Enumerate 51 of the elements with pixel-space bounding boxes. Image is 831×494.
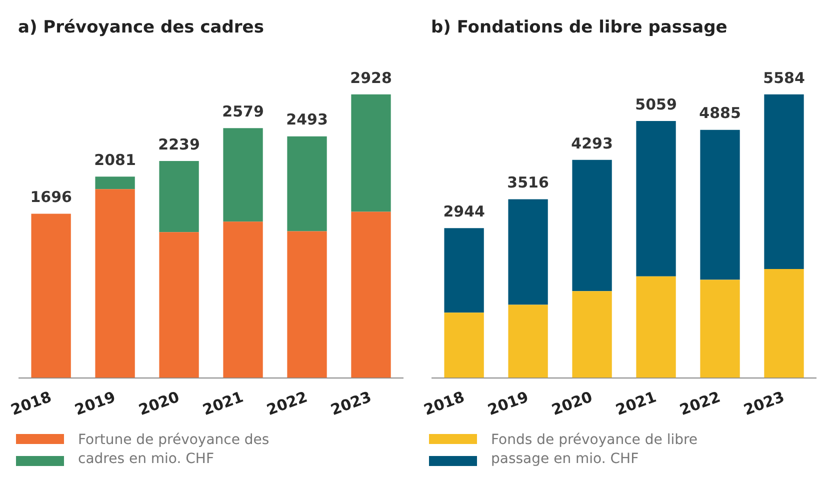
annotation: 2579 bbox=[222, 102, 264, 121]
bar bbox=[159, 161, 199, 232]
chart-title: a) Prévoyance des cadres bbox=[18, 18, 264, 38]
legend-title: Fortune de prévoyance des cadres en mio. CHF bbox=[78, 431, 270, 469]
annotation: 2081 bbox=[94, 150, 136, 169]
bar bbox=[444, 228, 484, 313]
bar bbox=[351, 212, 391, 378]
bar bbox=[287, 231, 327, 378]
bar bbox=[508, 304, 548, 378]
bar bbox=[31, 214, 71, 378]
x-tick-label: 2023 bbox=[328, 388, 374, 419]
x-tick-label: 2019 bbox=[485, 388, 531, 419]
annotation: 4293 bbox=[571, 134, 613, 152]
bar bbox=[764, 268, 804, 378]
x-tick-label: 2020 bbox=[136, 388, 182, 419]
bar bbox=[287, 136, 327, 232]
x-tick-label: 2023 bbox=[741, 388, 787, 419]
x-tick-label: 2022 bbox=[264, 388, 310, 419]
annotation: 5059 bbox=[635, 95, 677, 114]
bar bbox=[700, 130, 740, 280]
x-tick-label: 2018 bbox=[421, 388, 467, 419]
annotation: 2928 bbox=[350, 68, 392, 87]
annotation: 2944 bbox=[443, 202, 485, 221]
bar bbox=[351, 94, 391, 212]
annotation: 1696 bbox=[30, 188, 72, 206]
bar bbox=[223, 128, 263, 222]
bar bbox=[95, 189, 135, 378]
x-tick-label: 2020 bbox=[549, 388, 595, 419]
bar bbox=[572, 160, 612, 292]
x-tick-label: 2018 bbox=[8, 388, 54, 419]
bar bbox=[700, 280, 740, 378]
bar bbox=[223, 222, 263, 378]
annotation: 2493 bbox=[286, 110, 328, 129]
bar bbox=[572, 291, 612, 378]
bar bbox=[764, 94, 804, 269]
bar bbox=[444, 312, 484, 378]
bar bbox=[95, 176, 135, 190]
bar bbox=[636, 276, 676, 378]
chart-title: b) Fondations de libre passage bbox=[431, 18, 728, 38]
annotation: 5584 bbox=[763, 68, 805, 87]
annotation: 3516 bbox=[507, 174, 549, 192]
legend-title: Fonds de prévoyance de libre passage en mio. CHF bbox=[491, 431, 699, 469]
x-tick-label: 2021 bbox=[200, 388, 246, 419]
bar bbox=[508, 199, 548, 305]
x-tick-label: 2021 bbox=[613, 388, 659, 419]
bar bbox=[159, 232, 199, 378]
x-tick-label: 2019 bbox=[72, 388, 118, 419]
bar bbox=[636, 121, 676, 276]
x-tick-label: 2022 bbox=[677, 388, 723, 419]
annotation: 4885 bbox=[699, 104, 741, 122]
annotation: 2239 bbox=[158, 135, 200, 154]
